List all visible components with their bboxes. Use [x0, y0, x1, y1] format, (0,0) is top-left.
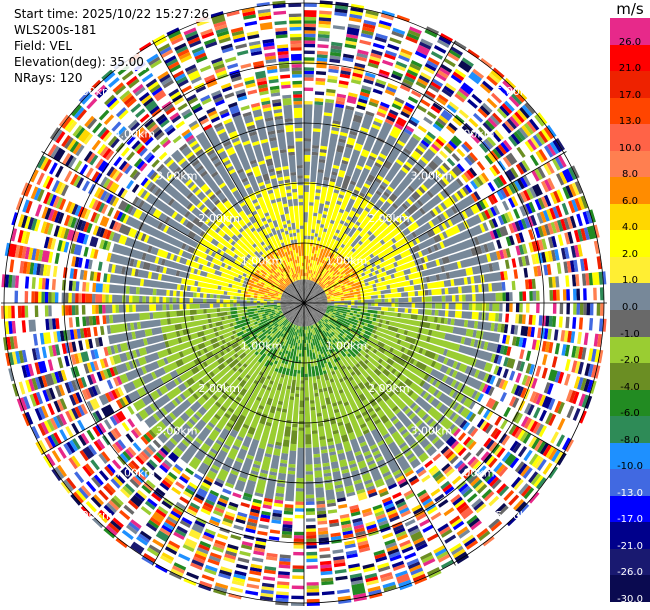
azimuth-spoke	[303, 151, 567, 304]
azimuth-spoke	[41, 302, 305, 455]
range-ring-label: 5.00km	[71, 509, 113, 522]
colorbar-swatch	[610, 310, 650, 338]
velocity-gate-cells	[8, 8, 560, 606]
colorbar-tick-label: -26.0	[617, 567, 643, 579]
range-ring-label: 2.00km	[368, 382, 410, 395]
range-ring-label: 2.00km	[198, 212, 240, 225]
colorbar-tick-label: -10.0	[617, 461, 643, 473]
colorbar-tick-label: 6.0	[622, 195, 638, 207]
range-ring-label: 3.00km	[156, 170, 198, 183]
range-ring-label: 4.00km	[114, 467, 156, 480]
range-ring-label: 2.00km	[368, 212, 410, 225]
colorbar-swatch	[610, 548, 650, 576]
colorbar-swatch	[610, 389, 650, 417]
colorbar-swatch	[610, 97, 650, 125]
azimuth-spoke	[303, 302, 456, 566]
colorbar-swatch	[610, 469, 650, 497]
range-ring-label: 4.00km	[453, 127, 495, 140]
elevation-text: Elevation(deg): 35.00	[12, 54, 146, 70]
range-ring-label: 4.00km	[453, 467, 495, 480]
azimuth-spoke	[152, 40, 305, 304]
colorbar-swatch	[610, 124, 650, 152]
nrays-text: NRays: 120	[12, 70, 85, 86]
colorbar-swatch	[610, 575, 650, 603]
azimuth-spoke	[303, 40, 456, 304]
colorbar-tick-label: -17.0	[617, 514, 643, 526]
range-ring-grid	[1, 0, 607, 606]
colorbar-tick-label: 2.0	[622, 248, 638, 260]
range-ring-label: 5.00km	[495, 509, 537, 522]
colorbar-tick-label: -6.0	[620, 408, 640, 420]
colorbar-tick-label: -2.0	[620, 355, 640, 367]
colorbar-swatch	[610, 442, 650, 470]
colorbar-swatch	[610, 336, 650, 364]
ppi-radar-plot: 1.00km 2.00km 3.00km 4.00km 5.00km 1.00km 2.00…	[1, 0, 607, 607]
colorbar-swatch	[610, 18, 650, 46]
colorbar-tick-label: -1.0	[620, 328, 640, 340]
colorbar-swatch	[610, 177, 650, 205]
range-ring-label: 1.00km	[241, 255, 283, 268]
colorbar-swatch	[610, 256, 650, 284]
range-ring-label: 3.00km	[410, 424, 452, 437]
colorbar-swatch	[610, 150, 650, 178]
colorbar-tick-label: 10.0	[618, 142, 642, 154]
instrument-name-text: WLS200s-181	[12, 22, 99, 38]
colorbar-swatch	[610, 283, 650, 311]
colorbar-swatch	[610, 495, 650, 523]
colorbar-tick-label: -13.0	[617, 487, 643, 499]
azimuth-spoke	[303, 302, 567, 455]
range-ring-label: 4.00km	[114, 127, 156, 140]
colorbar-swatch	[610, 44, 650, 72]
colorbar-swatch	[610, 230, 650, 258]
colorbar-unit-label: m/s	[616, 0, 644, 18]
range-ring-label: 5.00km	[495, 85, 537, 98]
colorbar-tick-label: 1.0	[622, 275, 638, 287]
azimuth-spoke	[152, 302, 305, 566]
colorbar-tick-label: -21.0	[617, 540, 643, 552]
colorbar-swatch	[610, 522, 650, 550]
range-labels: 1.00km 2.00km 3.00km 4.00km 5.00km 1.00km 2.00…	[71, 85, 537, 522]
colorbar-tick-label: 21.0	[618, 63, 642, 75]
velocity-colorbar: 26.0 21.0 17.0 13.0 10.0 8.0 6.0 4.0 2.0 1.0 0.0 -1…	[610, 18, 650, 605]
colorbar-tick-label: -30.0	[617, 594, 643, 605]
range-ring-label: 2.00km	[198, 382, 240, 395]
colorbar-tick-label: 4.0	[622, 222, 638, 234]
field-text: Field: VEL	[12, 38, 75, 54]
colorbar-swatch	[610, 416, 650, 444]
colorbar-swatch	[610, 71, 650, 99]
colorbar-swatch	[610, 203, 650, 231]
range-ring-label: 3.00km	[410, 170, 452, 183]
range-ring-label: 1.00km	[241, 339, 283, 352]
range-ring-label: 1.00km	[326, 255, 368, 268]
colorbar-tick-label: -4.0	[620, 381, 640, 393]
start-time-text: Start time: 2025/10/22 15:27:26	[12, 6, 211, 22]
range-ring-label: 3.00km	[156, 424, 198, 437]
range-ring-label: 1.00km	[326, 339, 368, 352]
colorbar-tick-label: 13.0	[618, 116, 642, 128]
azimuth-spoke	[41, 151, 305, 304]
colorbar-tick-label: -8.0	[620, 434, 640, 446]
velocity-gate-cells	[1, 10, 604, 600]
range-ring-label: 5.00km	[71, 85, 113, 98]
colorbar-swatch	[610, 363, 650, 391]
colorbar-tick-label: 26.0	[618, 36, 642, 48]
colorbar-tick-label: 17.0	[618, 89, 642, 101]
colorbar-tick-label: 8.0	[622, 169, 638, 181]
colorbar-tick-label: 0.0	[622, 302, 638, 313]
